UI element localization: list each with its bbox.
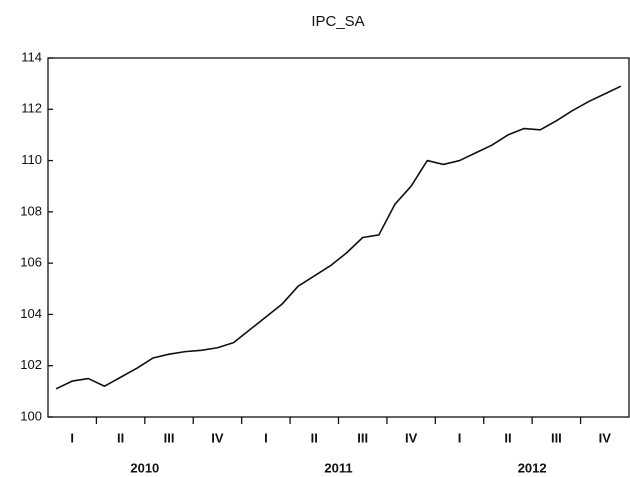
x-quarter-label: I — [70, 430, 74, 445]
x-quarter-label: I — [458, 430, 462, 445]
x-year-label: 2012 — [518, 460, 547, 475]
y-tick-label: 106 — [20, 255, 42, 270]
x-quarter-label: II — [504, 430, 511, 445]
x-quarter-label: III — [551, 430, 562, 445]
y-tick-label: 114 — [21, 49, 42, 64]
x-quarter-label: IV — [211, 430, 224, 445]
x-quarter-label: IV — [405, 430, 418, 445]
y-tick-label: 100 — [20, 408, 42, 423]
x-quarter-label: III — [357, 430, 368, 445]
x-quarter-label: II — [117, 430, 124, 445]
x-quarter-label: II — [311, 430, 318, 445]
series-line — [55, 85, 622, 390]
x-year-label: 2010 — [130, 460, 159, 475]
x-quarter-label: IV — [599, 430, 612, 445]
x-quarter-label: I — [264, 430, 268, 445]
y-tick-label: 102 — [20, 357, 42, 372]
y-tick-label: 110 — [21, 152, 42, 167]
x-year-label: 2011 — [324, 460, 352, 475]
y-tick-label: 108 — [20, 203, 42, 218]
x-quarter-label: III — [164, 430, 175, 445]
y-tick-label: 104 — [20, 306, 42, 321]
plot-frame — [47, 57, 630, 418]
y-tick-label: 112 — [21, 101, 42, 116]
chart-title: IPC_SA — [311, 13, 364, 30]
